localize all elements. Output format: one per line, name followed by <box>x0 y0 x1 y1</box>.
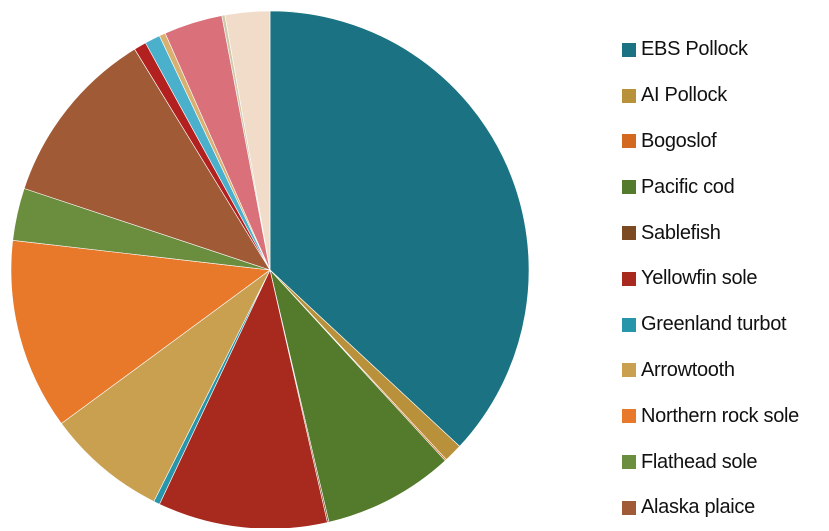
legend-swatch <box>622 500 636 515</box>
legend-item: EBS Pollock <box>622 27 799 73</box>
legend-item: Arrowtooth <box>622 348 799 394</box>
legend-item: Alaska plaice <box>622 485 799 531</box>
legend-label: Alaska plaice <box>641 496 755 519</box>
pie-slice-alaska-plaice <box>23 48 271 271</box>
pie-slice-16 <box>224 10 271 271</box>
legend-swatch <box>622 88 636 103</box>
legend-label: AI Pollock <box>641 84 727 107</box>
legend-label: Pacific cod <box>641 175 735 198</box>
legend-label: Sablefish <box>641 221 721 244</box>
pie-chart <box>10 10 530 528</box>
legend-swatch <box>622 271 636 286</box>
legend-label: EBS Pollock <box>641 38 748 61</box>
legend-label: Greenland turbot <box>641 313 787 336</box>
pie-slice-arrowtooth <box>60 269 271 502</box>
legend-label: Arrowtooth <box>641 358 735 381</box>
legend-label: Yellowfin sole <box>641 267 758 290</box>
legend-item: Northern rock sole <box>622 393 799 439</box>
legend-swatch <box>622 317 636 332</box>
pie-slices <box>10 10 530 528</box>
pie-slice-northern-rock-sole <box>10 239 271 424</box>
legend-swatch <box>622 180 636 195</box>
chart-legend: EBS Pollock AI Pollock Bogoslof Pacific … <box>622 27 799 531</box>
legend-item: Flathead sole <box>622 439 799 485</box>
legend-swatch <box>622 409 636 424</box>
legend-item: Yellowfin sole <box>622 256 799 302</box>
pie-slice-yellowfin-sole <box>159 269 328 528</box>
legend-label: Northern rock sole <box>641 404 799 427</box>
legend-item: Bogoslof <box>622 119 799 165</box>
legend-item: Sablefish <box>622 210 799 256</box>
legend-swatch <box>622 42 636 57</box>
legend-item: Greenland turbot <box>622 302 799 348</box>
pie-slice-ebs-pollock <box>269 10 530 447</box>
pie-slice-pacific-cod <box>269 268 446 523</box>
legend-swatch <box>622 363 636 378</box>
legend-item: Pacific cod <box>622 164 799 210</box>
legend-item: AI Pollock <box>622 73 799 119</box>
legend-swatch <box>622 226 636 241</box>
legend-swatch <box>622 134 636 149</box>
legend-swatch <box>622 455 636 470</box>
legend-label: Flathead sole <box>641 450 758 473</box>
legend-label: Bogoslof <box>641 129 717 152</box>
